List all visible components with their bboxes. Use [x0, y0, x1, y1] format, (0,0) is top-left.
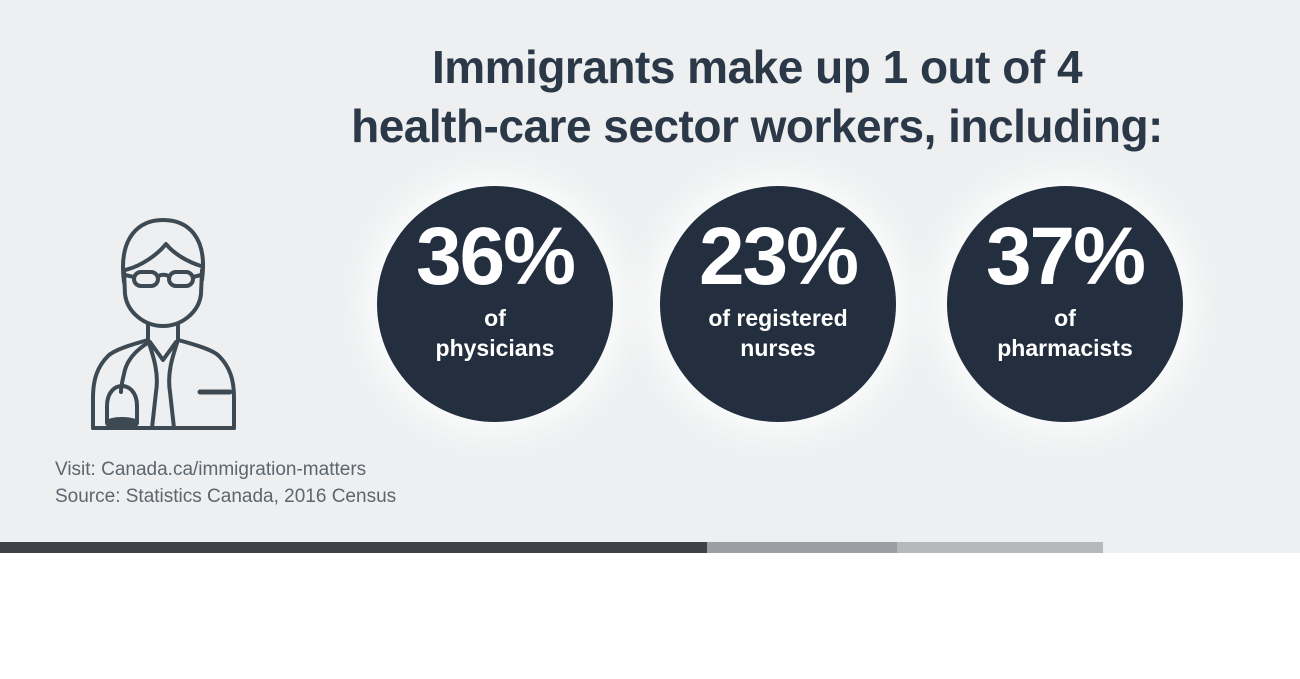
- doctor-icon-strokes: [91, 218, 236, 430]
- stat-circle-physicians: 36% of physicians: [377, 186, 613, 422]
- visit-url-text: Visit: Canada.ca/immigration-matters: [55, 459, 367, 480]
- doctor-icon: [91, 218, 236, 430]
- source-text: Source: Statistics Canada, 2016 Census: [55, 486, 397, 507]
- main-panel: Immigrants make up 1 out of 4 health-car…: [0, 0, 1300, 557]
- meta-text: Visit: Canada.ca/immigration-matters Sou…: [55, 456, 396, 510]
- stat-label: of registered nurses: [708, 305, 848, 361]
- stat-label: of physicians: [435, 305, 555, 361]
- footer: Immigration, Refugees and Citizenship Ca…: [0, 553, 1300, 679]
- stat-label: of pharmacists: [997, 305, 1133, 361]
- stat-value: 37%: [985, 211, 1146, 302]
- stat-circle-registered-nurses: 23% of registered nurses: [660, 186, 896, 422]
- page-title: Immigrants make up 1 out of 4 health-car…: [351, 41, 1163, 152]
- stat-value: 23%: [698, 211, 859, 302]
- stat-value: 36%: [415, 211, 576, 302]
- stat-circle-pharmacists: 37% of pharmacists: [947, 186, 1183, 422]
